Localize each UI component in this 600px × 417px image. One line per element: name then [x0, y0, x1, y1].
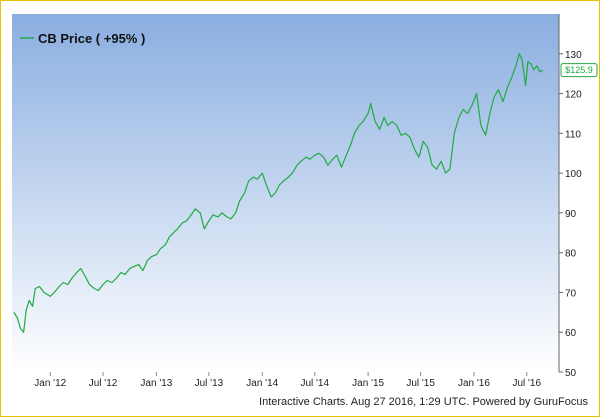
last-value-label: $125.9 — [565, 65, 593, 75]
y-tick-label: 90 — [565, 209, 577, 220]
y-tick-label: 60 — [565, 328, 577, 339]
y-tick-label: 120 — [565, 90, 582, 101]
last-value-marker: $125.9 — [560, 63, 598, 78]
x-tick-label: Jul '12 — [89, 378, 118, 389]
y-tick-label: 80 — [565, 249, 577, 260]
legend-label: CB Price ( +95% ) — [38, 31, 145, 46]
x-tick-label: Jul '16 — [512, 378, 541, 389]
x-tick-label: Jan '13 — [140, 378, 172, 389]
price-series-line — [13, 53, 544, 333]
x-tick-label: Jul '14 — [300, 378, 329, 389]
y-axis-ticks: 50 60 70 80 90 100 110 120 130 — [559, 50, 582, 379]
x-tick-label: Jan '14 — [246, 378, 278, 389]
legend[interactable]: CB Price ( +95% ) — [20, 31, 145, 46]
y-tick-label: 50 — [565, 368, 577, 379]
x-tick-label: Jan '15 — [352, 378, 384, 389]
y-tick-label: 100 — [565, 169, 582, 180]
x-tick-label: Jan '12 — [34, 378, 66, 389]
y-tick-label: 70 — [565, 288, 577, 299]
x-tick-label: Jul '15 — [406, 378, 435, 389]
x-tick-label: Jul '13 — [195, 378, 224, 389]
last-value-box — [560, 63, 598, 78]
y-tick-label: 110 — [565, 129, 581, 140]
x-axis-ticks: Jan '12 Jul '12 Jan '13 Jul '13 Jan '14 Jul '… — [34, 372, 541, 389]
footer-credit: Interactive Charts. Aug 27 2016, 1:29 UT… — [259, 396, 588, 408]
x-tick-label: Jan '16 — [458, 378, 490, 389]
plot-area — [12, 14, 559, 372]
y-tick-label: 130 — [565, 50, 582, 61]
